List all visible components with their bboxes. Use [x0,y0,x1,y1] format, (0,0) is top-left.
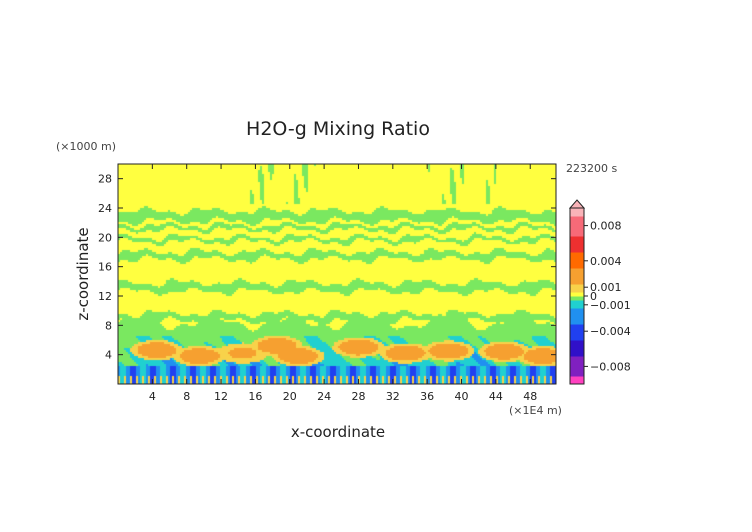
y-axis-label: z-coordinate [74,227,92,320]
y-axis: 4 8 12 16 20 24 28 [98,173,556,362]
colorbar-segment [570,312,584,317]
y-tick-label: 4 [105,349,112,362]
colorbar-segment [570,376,584,381]
x-tick-label: 16 [248,390,262,403]
y-unit-label: (×1000 m) [56,140,116,153]
colorbar-segment [570,268,584,273]
time-label: 223200 s [566,162,617,175]
x-axis: 4 8 12 16 20 24 28 32 36 40 44 48 [149,164,537,403]
colorbar-segment [570,212,584,217]
colorbar-tick-label: 0.004 [590,255,622,268]
heatmap-field-container [118,164,556,384]
colorbar-tick-label: −0.001 [590,299,631,312]
colorbar-segment [570,264,584,269]
colorbar-tick-label: 0.001 [590,281,622,294]
colorbar-segment [570,216,584,221]
x-tick-label: 12 [214,390,228,403]
colorbar-segment [570,224,584,229]
colorbar-tick-label: −0.008 [590,360,631,373]
heatmap-field [118,164,556,384]
colorbar-segment [570,248,584,253]
colorbar-segment [570,244,584,249]
colorbar-segment [570,308,584,313]
y-tick-label: 20 [98,231,112,244]
x-tick-label: 44 [489,390,503,403]
colorbar-segment [570,360,584,365]
x-tick-label: 4 [149,390,156,403]
x-unit-label: (×1E4 m) [509,404,562,417]
y-tick-label: 16 [98,261,112,274]
colorbar-segment [570,380,584,385]
x-tick-label: 24 [317,390,331,403]
colorbar-segment [570,300,584,305]
colorbar-segment [570,348,584,353]
colorbar-segment [570,252,584,257]
colorbar-segment [570,364,584,369]
colorbar-segment [570,324,584,329]
colorbar-segment [570,220,584,225]
colorbar-segment [570,292,584,297]
colorbar-segment [570,344,584,349]
chart-title: H2O-g Mixing Ratio [246,118,430,140]
x-tick-label: 36 [420,390,434,403]
colorbar-overflow-arrow [568,199,586,209]
colorbar-segment [570,272,584,277]
colorbar-segment [570,260,584,265]
colorbar-segment [570,228,584,233]
colorbar-segment [570,236,584,241]
x-tick-label: 8 [183,390,190,403]
colorbar-segment [570,316,584,321]
x-tick-label: 28 [351,390,365,403]
colorbar-segment [570,320,584,325]
x-tick-label: 32 [386,390,400,403]
y-tick-label: 28 [98,173,112,186]
colorbar-segment [570,340,584,345]
colorbar-segment [570,368,584,373]
colorbar-segment [570,352,584,357]
colorbar-tick-label: 0.008 [590,220,622,233]
colorbar-tick-label: 0 [590,290,597,303]
colorbar-segment [570,356,584,361]
colorbar-segment [570,296,584,301]
y-tick-label: 8 [105,319,112,332]
plot-frame [117,163,557,385]
x-tick-label: 20 [283,390,297,403]
colorbar-segment [570,288,584,293]
colorbar-segment [570,336,584,341]
x-tick-label: 40 [455,390,469,403]
colorbar-segment [570,240,584,245]
colorbar-segment [570,208,584,213]
y-tick-label: 24 [98,202,112,215]
colorbar-segment [570,284,584,289]
y-tick-label: 12 [98,290,112,303]
x-axis-label: x-coordinate [291,423,385,441]
colorbar-segment [570,304,584,309]
x-tick-label: 48 [523,390,537,403]
colorbar-tick-label: −0.004 [590,325,631,338]
colorbar-segment [570,280,584,285]
colorbar-segment [570,276,584,281]
colorbar-segment [570,232,584,237]
plot-area [117,163,557,385]
colorbar-segment [570,328,584,333]
colorbar-segment [570,256,584,261]
colorbar-segment [570,372,584,377]
colorbar-segment [570,332,584,337]
